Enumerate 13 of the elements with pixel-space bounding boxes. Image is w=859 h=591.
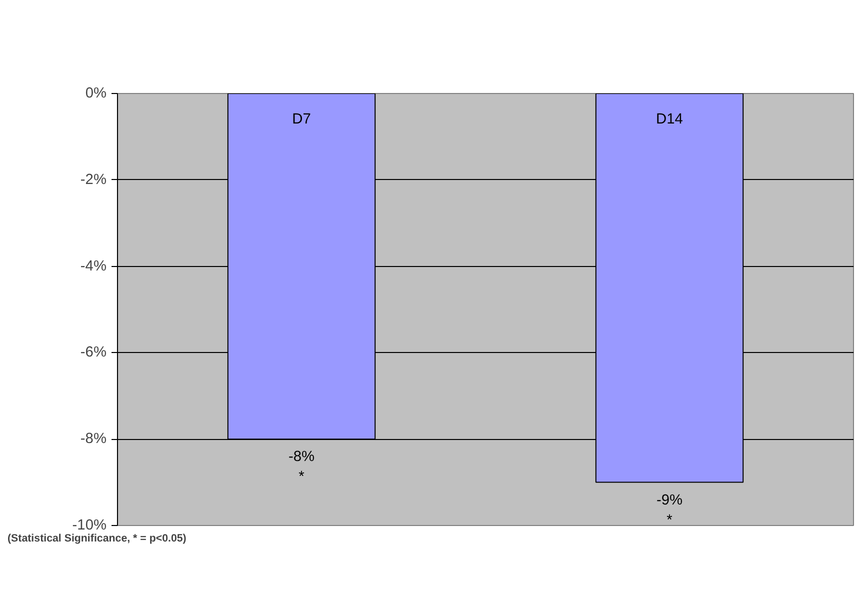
data-label: -9%	[656, 492, 683, 508]
text: (Statistical Significance, * = p<0.05)	[8, 532, 187, 544]
y-tick-label: 0%	[85, 86, 107, 102]
y-tick-label: -6%	[80, 344, 107, 361]
annotation: *	[666, 512, 673, 528]
y-tick-label: -8%	[80, 431, 107, 448]
x-tick-label: D14	[656, 112, 683, 128]
y-tick-label: -4%	[80, 258, 107, 274]
y-tick-label: -2%	[80, 172, 107, 188]
x-tick-label: D7	[292, 112, 311, 128]
data-label: -8%	[288, 449, 315, 466]
y-tick-label: -10%	[72, 518, 107, 534]
annotation: *	[298, 469, 305, 486]
